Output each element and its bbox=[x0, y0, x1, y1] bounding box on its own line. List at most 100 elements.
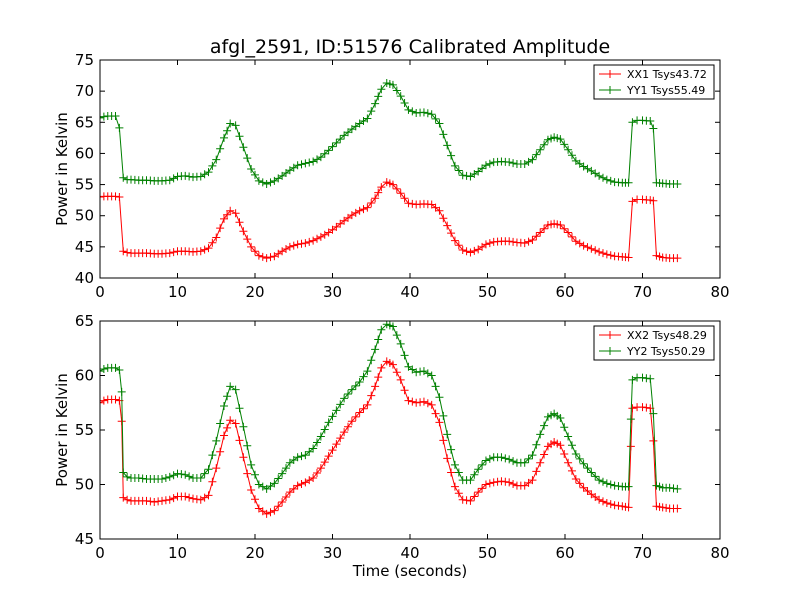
data-point bbox=[489, 478, 498, 487]
data-point bbox=[204, 168, 213, 177]
data-point bbox=[540, 421, 549, 430]
x-tick-label: 60 bbox=[555, 283, 574, 301]
data-point bbox=[591, 472, 600, 481]
data-point bbox=[313, 234, 321, 243]
data-point bbox=[270, 479, 279, 488]
data-point bbox=[165, 176, 174, 185]
data-point bbox=[177, 470, 186, 479]
x-tick-label: 10 bbox=[168, 544, 187, 562]
data-point bbox=[396, 92, 405, 101]
data-point bbox=[336, 434, 345, 443]
data-point bbox=[556, 441, 565, 450]
data-point bbox=[216, 224, 225, 233]
y-tick-label: 60 bbox=[75, 367, 94, 385]
y-tick-label: 65 bbox=[75, 113, 94, 131]
data-point bbox=[320, 458, 329, 467]
legend-label: YY1 Tsys55.49 bbox=[626, 84, 705, 97]
data-point bbox=[571, 449, 580, 458]
data-point bbox=[247, 460, 256, 469]
data-point bbox=[305, 447, 314, 456]
data-point bbox=[423, 109, 432, 118]
data-point bbox=[377, 183, 386, 192]
data-point bbox=[251, 470, 259, 479]
data-point bbox=[367, 356, 376, 365]
y-tick-label: 75 bbox=[75, 51, 94, 69]
data-point bbox=[392, 86, 401, 95]
data-point bbox=[536, 458, 545, 467]
data-point bbox=[466, 496, 475, 505]
data-point bbox=[223, 126, 232, 135]
data-point bbox=[583, 487, 592, 496]
data-point bbox=[196, 247, 205, 256]
data-point bbox=[285, 242, 294, 251]
y-tick-label: 55 bbox=[75, 176, 94, 194]
data-point bbox=[610, 481, 619, 490]
data-point bbox=[212, 233, 221, 242]
data-point bbox=[587, 244, 596, 253]
data-point bbox=[431, 382, 440, 391]
data-point bbox=[587, 468, 596, 477]
data-point bbox=[223, 210, 232, 219]
data-point bbox=[454, 468, 463, 477]
data-point bbox=[532, 467, 541, 476]
data-point bbox=[150, 497, 159, 506]
data-point bbox=[454, 166, 463, 175]
data-point bbox=[309, 444, 318, 453]
data-point bbox=[239, 453, 248, 462]
data-point bbox=[458, 171, 467, 180]
data-point bbox=[363, 114, 372, 123]
legend-label: XX1 Tsys43.72 bbox=[627, 68, 707, 81]
data-point bbox=[119, 173, 128, 182]
data-point bbox=[602, 499, 611, 508]
data-point bbox=[185, 493, 194, 502]
y-tick-label: 45 bbox=[75, 530, 94, 548]
data-point bbox=[427, 400, 436, 409]
data-point bbox=[396, 189, 405, 198]
data-point bbox=[111, 395, 120, 404]
data-point bbox=[115, 123, 124, 132]
data-point bbox=[567, 441, 576, 450]
data-point bbox=[505, 158, 514, 167]
data-point bbox=[470, 470, 479, 479]
x-tick-label: 70 bbox=[633, 283, 652, 301]
data-point bbox=[374, 188, 383, 197]
x-axis-label: Time (seconds) bbox=[352, 562, 468, 580]
data-point bbox=[165, 249, 174, 258]
data-point bbox=[243, 469, 252, 478]
series-line bbox=[100, 360, 678, 515]
data-point bbox=[344, 422, 352, 431]
y-tick-label: 50 bbox=[75, 207, 94, 225]
legend-box bbox=[593, 64, 715, 100]
data-point bbox=[583, 243, 592, 252]
data-point bbox=[374, 92, 383, 101]
data-point bbox=[658, 503, 667, 512]
data-point bbox=[396, 375, 405, 384]
y-tick-label: 45 bbox=[75, 238, 94, 256]
y-tick-label: 50 bbox=[75, 476, 94, 494]
data-point bbox=[662, 503, 671, 512]
data-point bbox=[243, 235, 252, 244]
data-point bbox=[462, 171, 471, 180]
data-point bbox=[388, 180, 397, 189]
data-point bbox=[161, 496, 170, 505]
data-point bbox=[316, 432, 325, 441]
data-point bbox=[536, 430, 545, 439]
data-point bbox=[231, 419, 240, 428]
data-point bbox=[340, 394, 349, 403]
data-point bbox=[247, 485, 256, 494]
data-point bbox=[591, 246, 600, 255]
data-point bbox=[117, 417, 126, 426]
data-point bbox=[363, 367, 372, 376]
data-point bbox=[231, 209, 240, 218]
data-point bbox=[392, 184, 401, 193]
data-point bbox=[481, 161, 490, 170]
data-point bbox=[377, 363, 386, 372]
data-point bbox=[185, 172, 194, 181]
data-point bbox=[243, 154, 252, 163]
data-point bbox=[161, 473, 170, 482]
data-point bbox=[579, 483, 588, 492]
y-axis-label: Power in Kelvin bbox=[53, 112, 71, 226]
data-point bbox=[123, 495, 132, 504]
data-point bbox=[528, 155, 537, 164]
data-point bbox=[347, 385, 356, 394]
